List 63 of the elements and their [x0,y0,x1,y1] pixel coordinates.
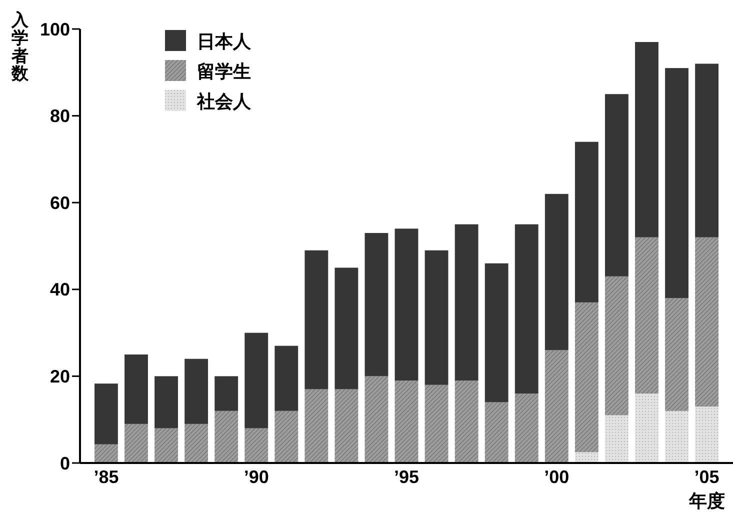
bar [364,376,388,463]
y-tick-label: 40 [50,280,70,300]
bar [574,452,598,463]
bar [334,268,358,390]
x-tick-label: ’95 [394,467,420,487]
bar [544,194,568,350]
bar [244,332,268,428]
bar [514,224,538,394]
bar [94,384,118,444]
bar [665,68,688,298]
bar [665,410,688,463]
bar [695,237,718,407]
bar [394,228,418,381]
bar [635,42,658,238]
bar [574,302,598,452]
bar [274,346,298,411]
bar [604,415,628,463]
bar [304,389,328,463]
legend-label: 留学生 [197,61,251,82]
bar [334,389,358,463]
bar [484,263,508,402]
bar [214,376,238,411]
bar [514,394,538,463]
y-tick-label: 20 [50,366,70,386]
bar [124,424,148,463]
bar [544,350,568,463]
bar [394,380,418,463]
y-tick-label: 100 [40,19,70,40]
bar [274,410,298,463]
bar [184,358,208,424]
bar [364,232,388,376]
bar [154,376,178,428]
y-tick-label: 0 [60,453,70,474]
x-tick-label: ’00 [544,467,570,487]
x-tick-label: ’85 [94,467,119,487]
legend-label: 社会人 [196,91,252,112]
y-tick-label: 80 [50,106,70,126]
bar [604,94,628,276]
y-tick-label: 60 [50,192,70,213]
bar [635,237,658,394]
y-axis-title: 入学者数 [10,10,30,84]
x-axis-title: 年度 [688,491,725,511]
bar [484,402,508,463]
bar [214,410,238,463]
x-tick-label: ’05 [694,467,720,487]
bar [695,64,718,238]
bar [454,380,478,463]
bar [635,394,658,463]
bar [604,276,628,416]
bar [665,298,688,411]
bar [244,428,268,463]
bar [184,424,208,463]
bar [424,384,448,463]
legend-label: 日本人 [197,31,252,52]
bar [154,428,178,463]
bar [454,224,478,381]
bar [304,250,328,390]
bar [695,406,718,463]
bar [424,250,448,385]
bar [124,354,148,424]
x-tick-label: ’90 [244,467,269,487]
bar [574,142,598,302]
bar [94,444,118,463]
